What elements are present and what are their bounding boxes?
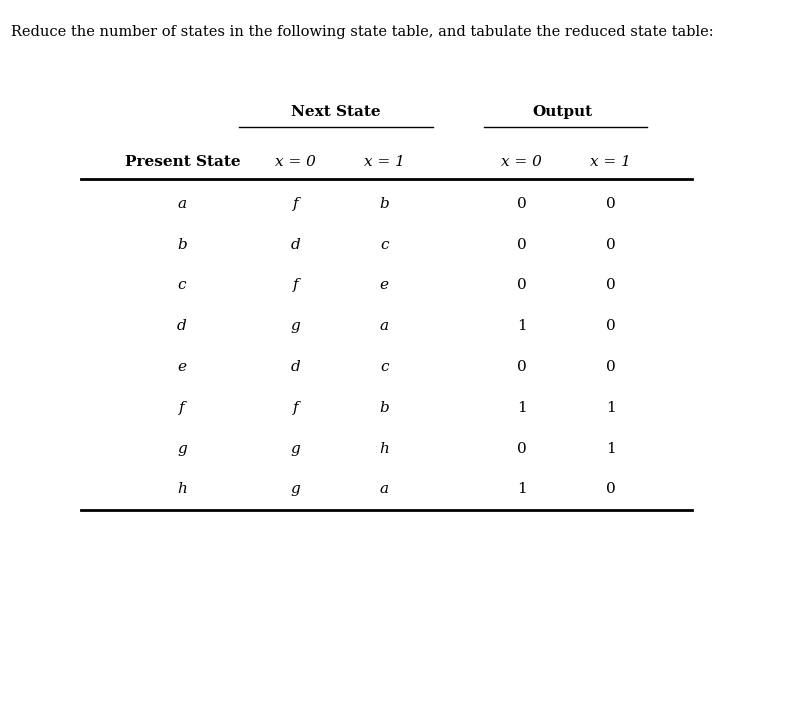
Text: 0: 0 — [517, 360, 527, 374]
Text: Reduce the number of states in the following state table, and tabulate the reduc: Reduce the number of states in the follo… — [11, 25, 714, 39]
Text: d: d — [290, 360, 300, 374]
Text: 0: 0 — [606, 197, 616, 211]
Text: h: h — [379, 441, 389, 456]
Text: x = 1: x = 1 — [591, 155, 631, 169]
Text: a: a — [379, 482, 389, 496]
Text: h: h — [177, 482, 187, 496]
Text: x = 1: x = 1 — [364, 155, 404, 169]
Text: c: c — [178, 278, 186, 292]
Text: 0: 0 — [517, 197, 527, 211]
Text: x = 0: x = 0 — [502, 155, 542, 169]
Text: a: a — [379, 319, 389, 333]
Text: a: a — [177, 197, 187, 211]
Text: 0: 0 — [517, 278, 527, 292]
Text: 0: 0 — [606, 482, 616, 496]
Text: f: f — [293, 197, 298, 211]
Text: Next State: Next State — [291, 105, 380, 120]
Text: 0: 0 — [606, 238, 616, 252]
Text: g: g — [290, 319, 300, 333]
Text: 1: 1 — [606, 441, 616, 456]
Text: b: b — [379, 401, 389, 415]
Text: 0: 0 — [606, 278, 616, 292]
Text: f: f — [293, 401, 298, 415]
Text: 0: 0 — [517, 238, 527, 252]
Text: d: d — [290, 238, 300, 252]
Text: x = 0: x = 0 — [275, 155, 316, 169]
Text: Output: Output — [532, 105, 592, 120]
Text: g: g — [290, 441, 300, 456]
Text: b: b — [379, 197, 389, 211]
Text: f: f — [180, 401, 184, 415]
Text: c: c — [380, 360, 388, 374]
Text: 1: 1 — [517, 319, 527, 333]
Text: Present State: Present State — [125, 155, 241, 169]
Text: 1: 1 — [517, 401, 527, 415]
Text: g: g — [290, 482, 300, 496]
Text: b: b — [177, 238, 187, 252]
Text: 0: 0 — [517, 441, 527, 456]
Text: 1: 1 — [606, 401, 616, 415]
Text: 1: 1 — [517, 482, 527, 496]
Text: f: f — [293, 278, 298, 292]
Text: g: g — [177, 441, 187, 456]
Text: d: d — [177, 319, 187, 333]
Text: e: e — [177, 360, 187, 374]
Text: 0: 0 — [606, 319, 616, 333]
Text: c: c — [380, 238, 388, 252]
Text: 0: 0 — [606, 360, 616, 374]
Text: e: e — [379, 278, 389, 292]
